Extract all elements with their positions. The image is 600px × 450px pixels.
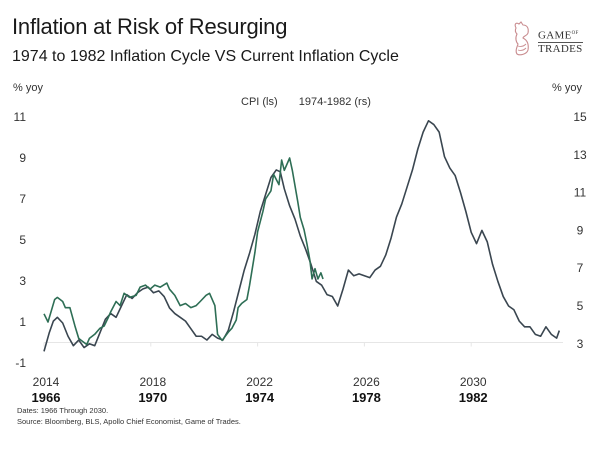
- knight-bull-icon: [514, 21, 529, 56]
- y-right-tick-label: 9: [577, 223, 584, 237]
- logo-text: GAMEOF TRADES: [538, 28, 583, 55]
- y-right-tick-label: 7: [577, 261, 584, 275]
- dates-note: Dates: 1966 Through 2030.: [17, 406, 109, 415]
- legend-entry-historical: 1974-1982 (rs): [298, 96, 371, 108]
- logo-line1-small: OF: [571, 31, 579, 36]
- source-note: Source: Bloomberg, BLS, Apollo Chief Eco…: [17, 417, 241, 426]
- y-left-tick-label: 9: [19, 151, 26, 165]
- y-right-tick-label: 3: [577, 337, 584, 351]
- x-tick-label-historical: 1982: [459, 390, 488, 405]
- x-tick-label-historical: 1970: [138, 390, 167, 405]
- chart-subtitle: 1974 to 1982 Inflation Cycle VS Current …: [12, 48, 399, 65]
- x-tick-label-current: 2022: [246, 375, 273, 389]
- x-tick-label-historical: 1974: [245, 390, 275, 405]
- x-tick-label-current: 2014: [33, 375, 60, 389]
- y-left-tick-label: 7: [19, 192, 26, 206]
- y-left-tick-label: 3: [19, 274, 26, 288]
- logo-line1: GAME: [538, 29, 572, 42]
- x-tick-label-current: 2026: [353, 375, 380, 389]
- x-tick-label-current: 2018: [139, 375, 166, 389]
- left-axis-unit: % yoy: [13, 82, 43, 94]
- x-tick-label-historical: 1978: [352, 390, 381, 405]
- y-right-tick-label: 13: [573, 148, 587, 162]
- legend-entry-cpi: CPI (ls): [241, 96, 278, 108]
- y-right-tick-label: 15: [573, 110, 587, 124]
- x-tick-label-historical: 1966: [32, 390, 61, 405]
- chart-title: Inflation at Risk of Resurging: [12, 14, 288, 39]
- game-of-trades-logo: GAMEOF TRADES: [512, 20, 592, 60]
- x-tick-label-current: 2030: [460, 375, 487, 389]
- y-right-tick-label: 5: [577, 299, 584, 313]
- y-left-tick-label: -1: [15, 356, 26, 370]
- logo-line2: TRADES: [538, 41, 583, 55]
- right-axis-unit: % yoy: [552, 82, 582, 94]
- legend: CPI (ls) 1974-1982 (rs): [241, 96, 389, 108]
- y-left-tick-label: 1: [19, 315, 26, 329]
- y-left-tick-label: 5: [19, 233, 26, 247]
- y-right-tick-label: 11: [574, 186, 587, 200]
- y-left-tick-label: 11: [14, 110, 27, 124]
- series-line-cpi: [43, 157, 324, 346]
- series-line-1974-1982: [43, 119, 561, 352]
